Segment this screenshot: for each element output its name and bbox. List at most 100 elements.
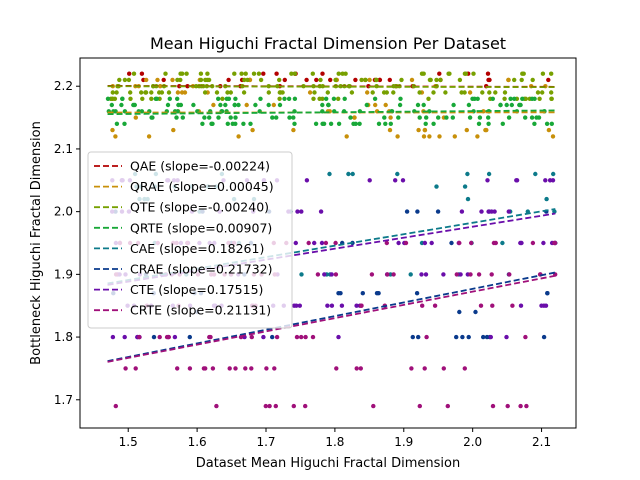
data-point [166,334,171,340]
data-point [277,102,283,108]
data-point [336,334,341,340]
data-point [391,272,396,277]
data-point [486,209,491,214]
data-point [458,272,463,277]
data-point [417,115,422,120]
data-point [505,403,510,409]
data-point [478,303,484,308]
data-point [241,121,246,127]
data-point [264,366,269,371]
data-point [304,178,310,183]
data-point [328,121,334,127]
data-point [333,272,339,277]
legend-entry: CAE (slope=0.18261) [130,241,264,256]
data-point [340,71,345,76]
data-point [354,366,359,371]
data-point [174,115,179,120]
data-point [429,240,434,246]
data-point [441,366,446,371]
data-point [485,178,490,183]
data-point [383,121,388,127]
data-point [480,90,485,95]
data-point [206,77,212,83]
data-point [139,90,144,95]
data-point [177,84,182,89]
data-point [274,71,279,76]
data-point [530,77,535,83]
data-point [535,90,541,95]
data-point [469,240,474,246]
data-point [468,272,473,277]
data-point [462,184,468,189]
data-point [467,90,473,95]
data-point [493,90,498,95]
data-point [421,102,426,108]
data-point [286,96,292,102]
data-point [261,71,266,76]
data-point [205,71,210,76]
data-point [184,71,189,76]
data-point [363,77,368,83]
data-point [434,77,439,83]
data-point [370,90,375,95]
data-point [207,115,212,120]
data-point [517,102,522,108]
data-point [457,240,462,246]
data-point [342,96,347,102]
y-axis-ticks: 1.7 1.8 1.9 2.0 2.1 2.2 [54,79,80,407]
data-point [236,102,241,108]
data-point [541,334,547,340]
data-point [214,403,219,409]
data-point [233,96,238,102]
data-point [299,334,304,340]
data-point [185,84,190,89]
data-point [374,291,380,296]
data-point [387,77,392,83]
data-point [307,90,313,95]
data-point [249,334,254,340]
data-point [415,102,421,108]
data-point [358,366,363,371]
data-point [447,71,452,76]
data-point [110,90,116,95]
data-point [270,115,275,120]
data-point [466,102,472,108]
data-point [272,366,277,371]
data-point [382,115,387,120]
legend-entry: QAE (slope=-0.00224) [130,159,270,174]
data-point [113,403,119,409]
data-point [487,90,492,95]
data-point [486,121,491,127]
data-point [422,240,428,246]
data-point [463,71,469,76]
data-point [422,127,428,133]
data-point [424,115,429,120]
y-tick-label: 2.1 [54,142,73,156]
data-point [198,77,204,83]
data-point [550,178,556,183]
data-point [500,240,505,246]
data-point [464,127,469,133]
data-point [438,77,443,83]
data-point [472,96,477,102]
data-point [388,121,393,127]
data-point [545,291,550,296]
data-point [216,96,221,102]
data-point [512,77,517,83]
data-point [377,77,382,83]
data-point [310,334,316,340]
data-point [520,96,525,102]
data-point [424,334,429,340]
data-point [210,366,216,371]
data-point [518,403,523,409]
data-point [216,115,221,120]
data-point [277,96,282,102]
data-point [549,90,554,95]
data-point [311,96,316,102]
data-point [227,366,232,371]
legend-box [87,151,293,329]
data-point [450,115,455,120]
data-point [410,334,415,340]
y-tick-label: 1.7 [54,393,73,407]
data-point [549,121,554,127]
